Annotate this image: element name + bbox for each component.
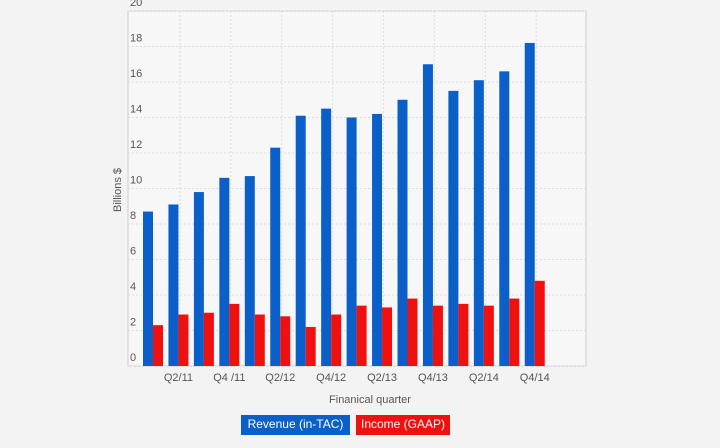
- y-tick-label: 10: [130, 174, 142, 186]
- legend-label: Revenue (in-TAC): [248, 417, 344, 431]
- bar: [499, 71, 510, 366]
- bar: [203, 312, 214, 366]
- x-tick-label: Q2/14: [469, 372, 499, 384]
- bar: [280, 316, 291, 366]
- y-tick-label: 4: [130, 281, 136, 293]
- bar: [219, 177, 230, 366]
- bar: [168, 204, 179, 366]
- bar: [534, 280, 545, 366]
- y-tick-label: 2: [130, 316, 136, 328]
- x-axis-title: Finanical quarter: [329, 394, 411, 406]
- y-tick-label: 18: [130, 32, 142, 44]
- bar: [422, 64, 433, 366]
- x-tick-label: Q4 /11: [213, 372, 245, 384]
- bar: [178, 314, 189, 366]
- bar: [458, 303, 469, 366]
- bar: [153, 325, 163, 366]
- bar: [407, 298, 418, 366]
- bar: [356, 305, 367, 366]
- y-tick-label: 8: [130, 210, 136, 222]
- bar: [193, 192, 204, 366]
- bar: [295, 115, 306, 366]
- y-tick-label: 12: [130, 139, 142, 151]
- x-tick-label: Q2/13: [367, 372, 397, 384]
- y-tick-label: 0: [130, 352, 136, 364]
- bar: [270, 147, 281, 366]
- x-tick-label: Q4/12: [316, 372, 346, 384]
- y-tick-label: 20: [130, 0, 142, 9]
- bar: [382, 307, 393, 366]
- bar: [473, 80, 484, 366]
- bar: [229, 303, 240, 366]
- y-axis-title: Billions $: [112, 168, 124, 212]
- bar: [305, 326, 316, 366]
- bar: [244, 176, 255, 366]
- y-tick-label: 16: [130, 68, 142, 80]
- bar: [143, 211, 153, 366]
- bar: [432, 305, 443, 366]
- bar: [372, 113, 383, 366]
- legend-swatch: [356, 415, 450, 435]
- x-tick-label: Q2/11: [164, 372, 193, 384]
- bar: [397, 99, 408, 366]
- legend-label: Income (GAAP): [361, 417, 445, 431]
- x-tick-label: Q4/14: [520, 372, 550, 384]
- legend-swatch: [241, 415, 350, 435]
- y-tick-label: 14: [130, 103, 142, 115]
- bar: [321, 108, 332, 366]
- x-tick-label: Q4/13: [418, 372, 448, 384]
- bar: [346, 117, 357, 366]
- x-tick-label: Q2/12: [265, 372, 295, 384]
- bar: [524, 42, 535, 366]
- bar: [448, 90, 459, 366]
- bar: [331, 314, 342, 366]
- y-tick-label: 6: [130, 245, 136, 257]
- bar: [254, 314, 265, 366]
- bar: [509, 298, 520, 366]
- bar: [483, 305, 494, 366]
